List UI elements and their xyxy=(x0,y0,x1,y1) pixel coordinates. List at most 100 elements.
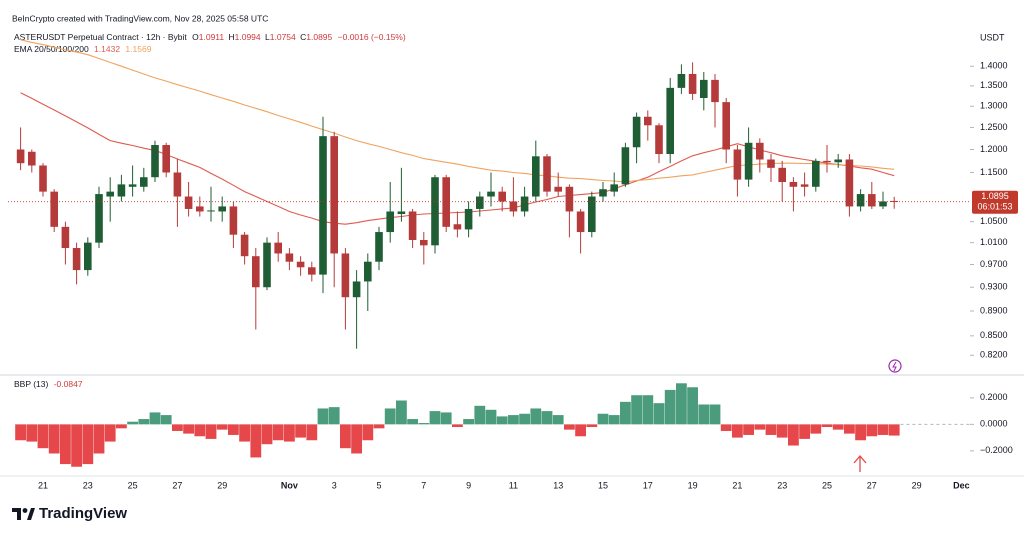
y-tick-label: 0.8200 xyxy=(980,350,1008,360)
candle-body xyxy=(800,184,809,187)
candle-body xyxy=(722,102,730,150)
histogram-bar xyxy=(71,424,82,467)
histogram-bar xyxy=(384,408,396,425)
x-tick-label: 29 xyxy=(217,480,227,490)
histogram-bar xyxy=(205,424,217,439)
candle-body xyxy=(252,256,260,288)
candle-body xyxy=(375,232,383,262)
histogram-bar xyxy=(698,404,710,425)
histogram-bar xyxy=(620,401,631,425)
candle-body xyxy=(823,160,831,163)
ohlc-label: C xyxy=(300,32,306,42)
y-tick-label: 1.2500 xyxy=(980,122,1008,132)
histogram-bar xyxy=(250,424,262,458)
candle-body xyxy=(834,159,842,163)
candle-body xyxy=(72,248,81,271)
histogram-bar xyxy=(272,424,284,441)
histogram-bar xyxy=(485,409,497,425)
y-tick-label: 0.9700 xyxy=(980,259,1008,269)
y-tick-label: −0.2000 xyxy=(980,445,1013,455)
watermark: BeInCrypto created with TradingView.com,… xyxy=(12,13,268,23)
candle-body xyxy=(352,281,361,298)
candle-body xyxy=(184,196,193,209)
candle-body xyxy=(28,151,36,166)
candle-body xyxy=(756,142,764,160)
candle-body xyxy=(688,73,697,94)
histogram-bar xyxy=(138,419,150,425)
x-tick-label: Dec xyxy=(953,480,970,490)
ohlc-label: O xyxy=(192,32,199,42)
histogram-bar xyxy=(765,424,777,435)
candle-body xyxy=(610,184,618,192)
candle-body xyxy=(240,234,249,257)
candle-body xyxy=(95,194,103,243)
histogram-bar xyxy=(440,412,452,425)
x-tick-label: 15 xyxy=(598,480,608,490)
histogram-bar xyxy=(149,412,161,425)
candle-body xyxy=(733,149,742,180)
price-tag xyxy=(972,190,1018,214)
histogram-bar xyxy=(732,424,743,438)
candle-body xyxy=(420,239,428,246)
candle-body xyxy=(162,145,170,173)
candle-body xyxy=(588,196,596,233)
y-tick-label: 0.2000 xyxy=(980,392,1008,402)
candle-body xyxy=(173,172,182,197)
histogram-bar xyxy=(530,408,542,425)
candle-body xyxy=(509,201,518,212)
candle-body xyxy=(711,79,719,103)
histogram-bar xyxy=(407,419,418,425)
candle-body xyxy=(386,211,394,233)
candle-body xyxy=(576,211,585,233)
candle-body xyxy=(397,211,406,214)
x-tick-label: 23 xyxy=(83,480,93,490)
histogram-bar xyxy=(183,424,194,434)
x-tick-label: 3 xyxy=(332,480,337,490)
candle-body xyxy=(789,181,798,187)
candle-body xyxy=(655,125,663,155)
candle-body xyxy=(274,242,282,254)
histogram-bar xyxy=(888,424,900,436)
histogram-bar xyxy=(597,413,609,425)
histogram-bar xyxy=(877,424,889,435)
histogram-bar xyxy=(676,383,687,425)
candle-body xyxy=(218,206,226,212)
candle-body xyxy=(744,142,753,180)
histogram-bar xyxy=(429,411,441,425)
x-tick-label: 5 xyxy=(376,480,381,490)
histogram-bar xyxy=(552,415,564,425)
histogram-bar xyxy=(48,424,60,454)
candle-body xyxy=(677,73,686,88)
y-tick-label: 1.3000 xyxy=(980,101,1008,111)
x-tick-label: Nov xyxy=(281,480,298,490)
histogram-bar xyxy=(160,415,172,425)
y-tick-label: 0.8500 xyxy=(980,330,1008,340)
y-tick-label: 1.4000 xyxy=(980,61,1008,71)
ohlc-value: 1.0754 xyxy=(270,32,296,42)
histogram-bar xyxy=(351,424,362,454)
histogram-bar xyxy=(720,424,732,431)
x-tick-label: 25 xyxy=(822,480,832,490)
histogram-bar xyxy=(306,424,318,441)
histogram-bar xyxy=(216,424,228,430)
candle-body xyxy=(128,184,137,187)
candle-body xyxy=(140,177,148,187)
candle-body xyxy=(778,167,786,182)
candle-body xyxy=(856,194,865,207)
histogram-bar xyxy=(776,424,788,438)
histogram-bar xyxy=(575,424,586,437)
event-icon xyxy=(888,359,902,373)
candle-body xyxy=(330,136,338,254)
histogram-bar xyxy=(541,411,553,425)
histogram-bar xyxy=(687,387,698,425)
candle-body xyxy=(341,253,350,298)
histogram-bar xyxy=(362,424,374,441)
change-label: −0.0016 (−0.15%) xyxy=(338,32,406,42)
bbp-legend: BBP (13) -0.0847 xyxy=(14,379,83,389)
candle-body xyxy=(565,186,574,212)
histogram-bar xyxy=(642,395,654,425)
histogram-bar xyxy=(496,416,508,425)
